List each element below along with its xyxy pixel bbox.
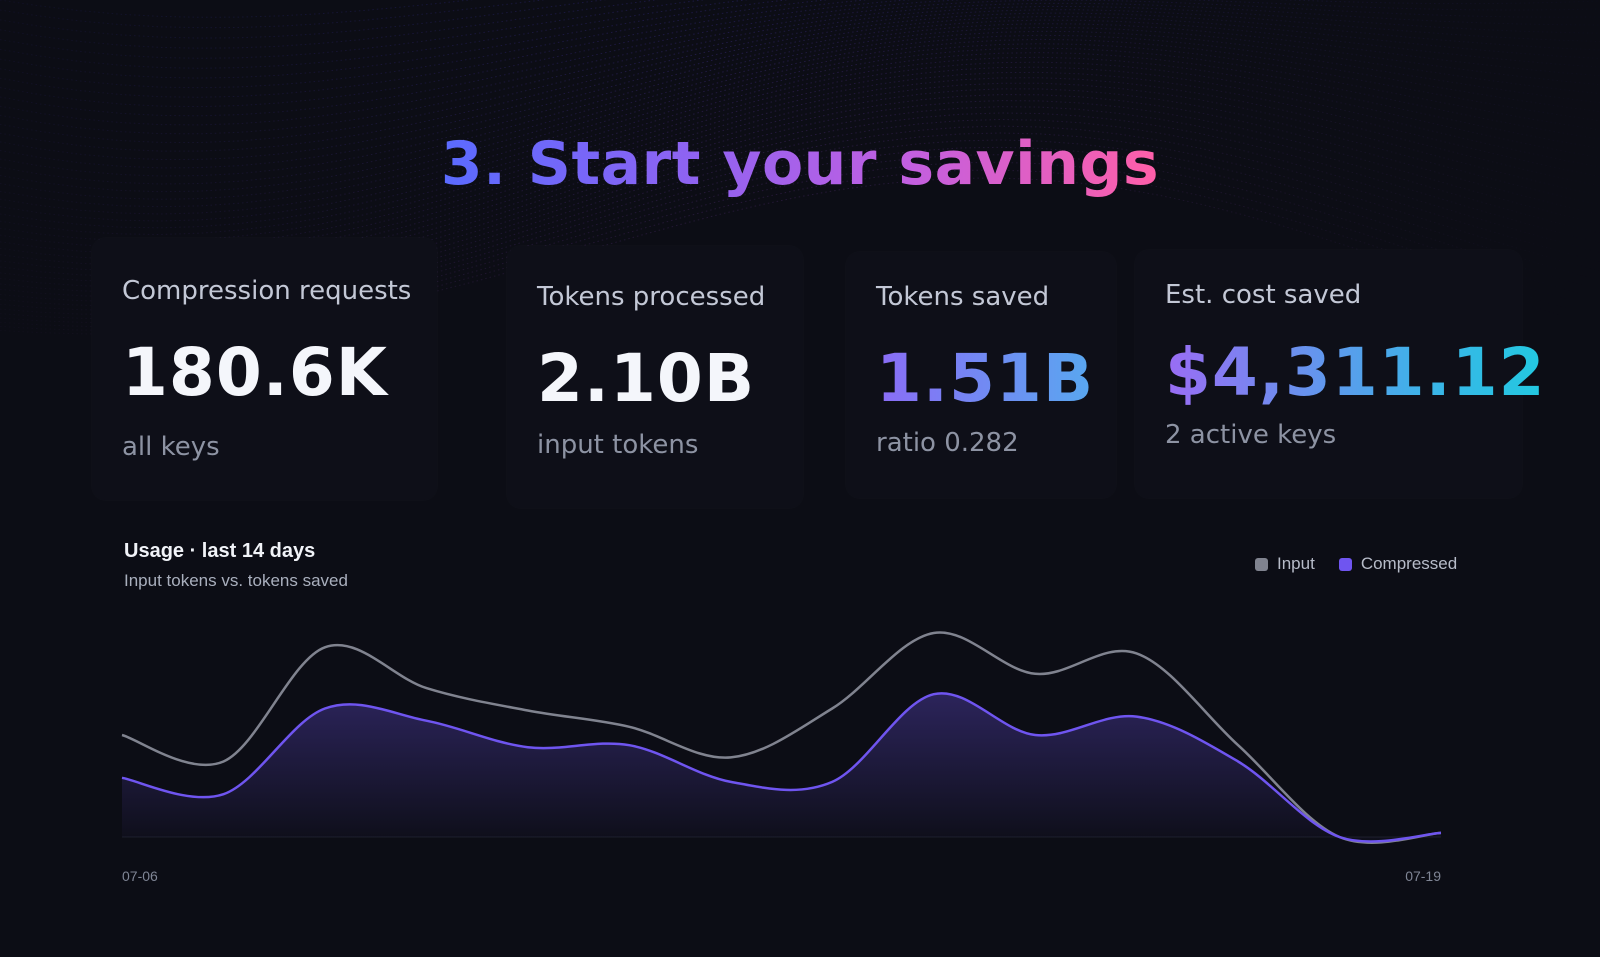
stat-label: Tokens saved: [876, 282, 1050, 312]
wave-line: [0, 0, 1600, 117]
legend-label: Compressed: [1360, 554, 1458, 573]
stat-label: Tokens processed: [537, 282, 766, 312]
stat-value: 180.6K: [122, 334, 388, 411]
page-title-text: 3. Start your savings: [440, 129, 1160, 199]
wave-line: [0, 30, 1600, 200]
stat-label: Compression requests: [122, 276, 412, 306]
wave-line: [0, 0, 1600, 126]
wave-line: [0, 161, 1600, 328]
wave-line: [0, 154, 1600, 324]
page-title: 3. Start your savings: [0, 124, 1600, 204]
wave-line: [0, 0, 474, 18]
wave-line: [0, 0, 706, 59]
wave-line: [0, 52, 1600, 236]
wave-line: [0, 177, 1600, 335]
wave-line: [0, 12, 1600, 161]
wave-line: [0, 16, 1600, 169]
stat-subtext: ratio 0.282: [876, 428, 1019, 458]
stat-card-tokens-processed: Tokens processed 2.10B input tokens: [507, 246, 803, 508]
wave-line: [0, 2, 1600, 135]
stat-value: $4,311.12: [1165, 334, 1546, 411]
chart-legend: Input Compressed: [1255, 554, 1457, 574]
wave-line: [0, 38, 1600, 215]
stat-value: 2.10B: [537, 340, 756, 417]
stat-label: Est. cost saved: [1165, 280, 1362, 310]
wave-line: [0, 0, 547, 29]
legend-item-input: Input: [1255, 554, 1315, 574]
legend-swatch-input: [1255, 557, 1268, 571]
wave-line: [0, 6, 1600, 144]
wave-line: [0, 132, 1600, 311]
wave-line: [0, 139, 1600, 316]
legend-swatch-compressed: [1338, 557, 1352, 571]
chart-subtitle: Input tokens vs. tokens saved: [124, 571, 348, 590]
wave-line: [0, 43, 1600, 222]
legend-label: Input: [1277, 554, 1315, 573]
stat-card-compression-requests: Compression requests 180.6K all keys: [92, 238, 437, 500]
wave-line: [0, 0, 607, 39]
wave-line: [0, 0, 830, 89]
wave-lines: [0, 0, 1600, 335]
legend-item-compressed: Compressed: [1338, 554, 1458, 574]
wave-line: [0, 56, 1600, 242]
stat-card-est-cost-saved: Est. cost saved $4,311.12 2 active keys: [1135, 250, 1545, 498]
stat-subtext: 2 active keys: [1165, 420, 1337, 450]
stat-value: 1.51B: [876, 340, 1095, 417]
stat-card-tokens-saved: Tokens saved 1.51B ratio 0.282: [846, 252, 1116, 498]
wave-line: [0, 34, 1600, 208]
wave-line: [0, 0, 749, 69]
wave-line: [0, 0, 870, 98]
chart-title: Usage · last 14 days: [124, 540, 316, 562]
stat-subtext: all keys: [122, 432, 220, 462]
stat-subtext: input tokens: [537, 430, 699, 460]
